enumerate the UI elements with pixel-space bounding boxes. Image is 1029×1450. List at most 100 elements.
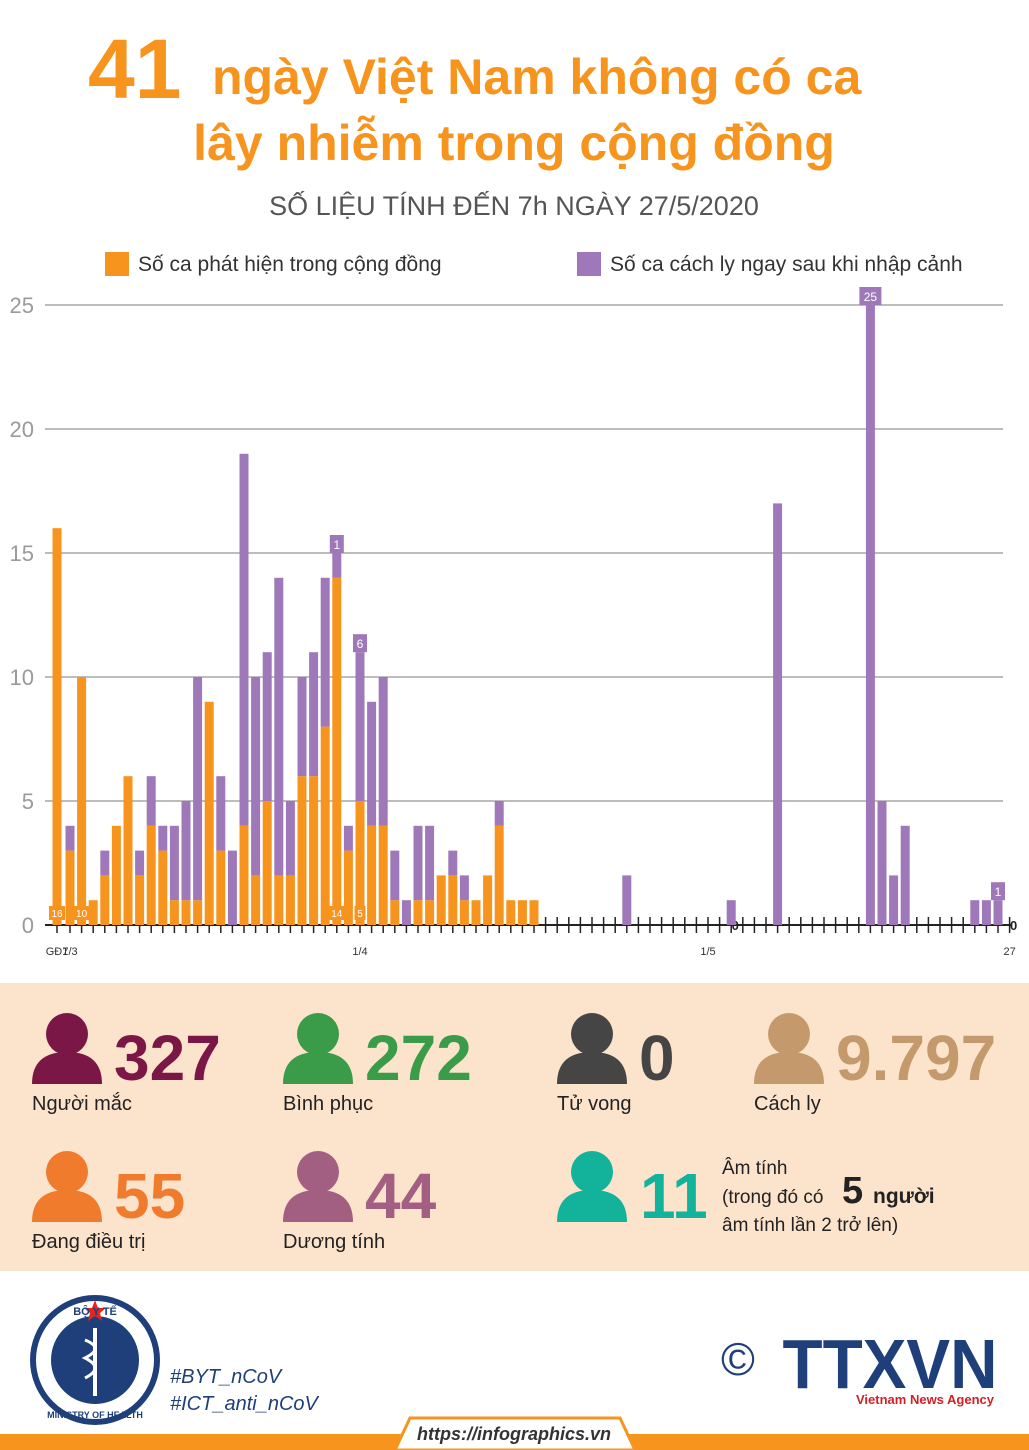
data-label: 10 xyxy=(76,909,88,920)
bar xyxy=(65,850,75,925)
icon-body xyxy=(557,1052,627,1084)
hashtag: #BYT_nCoV xyxy=(170,1366,283,1388)
data-label-box xyxy=(49,906,65,920)
data-label-box xyxy=(859,287,882,305)
stat-note-number: 5 xyxy=(842,1170,863,1212)
bar xyxy=(355,801,365,925)
url[interactable]: https://infographics.vn xyxy=(417,1424,611,1444)
bar xyxy=(135,875,145,925)
bar xyxy=(285,801,295,876)
stat-value: 0 xyxy=(639,1022,675,1094)
data-label-box xyxy=(353,634,367,653)
stat-value: 11 xyxy=(640,1160,708,1232)
bar xyxy=(773,503,783,925)
data-label: 0 xyxy=(732,918,739,933)
person-icon xyxy=(32,1013,102,1084)
bar xyxy=(309,776,319,925)
bar xyxy=(146,825,156,925)
title-number: 41 xyxy=(88,22,181,116)
icon-body xyxy=(754,1052,824,1084)
hashtag: #ICT_anti_nCoV xyxy=(170,1393,320,1415)
stats-panel xyxy=(0,983,1029,1271)
logo-text: MINISTRY OF HEALTH xyxy=(47,1410,143,1420)
bar xyxy=(401,900,411,925)
data-label: 5 xyxy=(357,909,363,920)
stat-value: 9.797 xyxy=(836,1022,996,1094)
subtitle: SỐ LIỆU TÍNH ĐẾN 7h NGÀY 27/5/2020 xyxy=(269,189,759,221)
bar xyxy=(309,652,319,777)
y-tick-label: 0 xyxy=(22,913,34,938)
bar xyxy=(251,875,261,925)
legend-swatch xyxy=(577,252,601,276)
x-tick-label: 1/5 xyxy=(700,946,715,958)
data-label-box xyxy=(991,882,1005,901)
bar xyxy=(216,850,226,925)
bar xyxy=(970,900,980,925)
stat-value: 44 xyxy=(365,1160,437,1232)
bar xyxy=(52,528,62,925)
person-icon xyxy=(283,1013,353,1084)
data-label: 16 xyxy=(51,909,63,920)
bar xyxy=(169,900,179,925)
x-tick-label: 7/3 xyxy=(62,946,77,958)
copyright: © xyxy=(721,1333,755,1385)
bar xyxy=(413,900,423,925)
bar xyxy=(459,875,469,901)
bar xyxy=(436,875,446,925)
stat-note: người xyxy=(873,1185,935,1208)
bar xyxy=(378,825,388,925)
bar xyxy=(517,900,527,925)
bar xyxy=(100,850,110,876)
legend-label: Số ca phát hiện trong cộng đồng xyxy=(138,253,442,276)
stat-note: âm tính lần 2 trở lên) xyxy=(722,1215,898,1236)
data-label-box xyxy=(73,906,90,920)
ministry-logo: BỘ Y TẾ MINISTRY OF HEALTH xyxy=(30,1295,160,1425)
bar xyxy=(262,652,272,801)
stat-value: 327 xyxy=(114,1022,221,1094)
bar xyxy=(227,850,237,925)
data-label: 25 xyxy=(864,290,878,304)
stat-note: (trong đó có xyxy=(722,1187,823,1208)
bar xyxy=(343,850,353,925)
bar xyxy=(239,825,249,925)
bar xyxy=(181,801,191,901)
bar xyxy=(146,776,156,826)
bar xyxy=(332,577,342,925)
legend-label: Số ca cách ly ngay sau khi nhập cảnh xyxy=(610,253,963,276)
person-icon xyxy=(754,1013,824,1084)
icon-head xyxy=(768,1013,810,1055)
agency-logo: TTXVN xyxy=(783,1325,998,1403)
bar xyxy=(320,726,330,925)
bar xyxy=(506,900,516,925)
stat-value: 272 xyxy=(365,1022,472,1094)
icon-body xyxy=(32,1190,102,1222)
title-line: ngày Việt Nam không có ca xyxy=(212,49,862,105)
bar xyxy=(193,900,203,925)
icon-head xyxy=(571,1013,613,1055)
bar xyxy=(251,677,261,876)
x-tick-label: 27 xyxy=(1003,946,1015,958)
bar xyxy=(425,900,435,925)
data-label-box xyxy=(328,906,345,920)
bar xyxy=(181,900,191,925)
icon-head xyxy=(571,1151,613,1193)
bar xyxy=(123,776,133,925)
stat-value: 55 xyxy=(114,1160,185,1232)
logo-text: BỘ Y TẾ xyxy=(73,1305,117,1318)
stat-label: Cách ly xyxy=(754,1093,821,1115)
bar xyxy=(320,577,330,727)
bar xyxy=(448,875,458,925)
bar xyxy=(262,801,272,925)
bar xyxy=(367,825,377,925)
person-icon xyxy=(32,1151,102,1222)
bar xyxy=(239,453,249,826)
bar xyxy=(216,776,226,851)
stat-label: Người mắc xyxy=(32,1092,132,1115)
y-tick-label: 25 xyxy=(10,293,34,318)
stat-label: Bình phục xyxy=(283,1093,373,1115)
bar xyxy=(285,875,295,925)
bar xyxy=(413,825,423,901)
logo-star xyxy=(84,1300,106,1321)
